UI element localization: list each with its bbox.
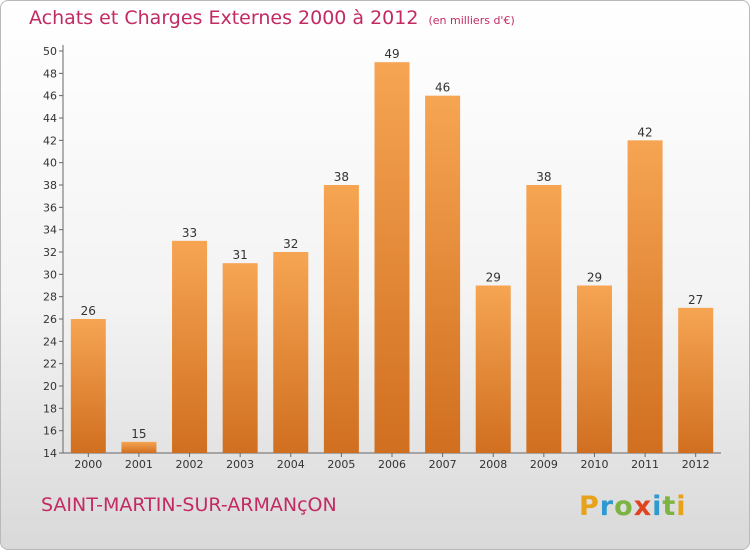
bar-2005: [323, 185, 359, 453]
bar-2011: [627, 140, 663, 454]
bar-2009: [526, 185, 562, 453]
data-label: 33: [182, 226, 197, 240]
bar-2010: [576, 285, 612, 453]
x-tick-label: 2004: [277, 458, 305, 471]
x-tick-label: 2012: [682, 458, 710, 471]
y-tick-label: 24: [43, 335, 57, 348]
y-tick-label: 18: [43, 402, 57, 415]
y-tick-label: 44: [43, 112, 57, 125]
logo-letter: i: [676, 491, 687, 522]
x-tick-label: 2000: [74, 458, 102, 471]
data-label: 29: [486, 271, 501, 285]
data-label: 49: [384, 47, 399, 61]
x-tick-label: 2007: [429, 458, 457, 471]
logo-letter: i: [652, 491, 663, 522]
x-tick-label: 2005: [327, 458, 355, 471]
bar-2012: [678, 307, 714, 453]
logo-letter: r: [599, 491, 615, 522]
x-tick-label: 2011: [631, 458, 659, 471]
x-tick-label: 2009: [530, 458, 558, 471]
data-label: 38: [536, 170, 551, 184]
chart-title: Achats et Charges Externes 2000 à 2012 (e…: [29, 7, 515, 29]
data-label: 46: [435, 81, 450, 95]
bar-2008: [475, 285, 511, 453]
place-name: SAINT-MARTIN-SUR-ARMANçON: [41, 494, 337, 516]
data-label: 27: [688, 293, 703, 307]
y-tick-label: 32: [43, 246, 57, 259]
bar-2003: [222, 263, 258, 453]
y-tick-label: 28: [43, 291, 57, 304]
y-tick-label: 40: [43, 157, 57, 170]
y-tick-label: 30: [43, 268, 57, 281]
x-tick-label: 2006: [378, 458, 406, 471]
y-tick-label: 26: [43, 313, 57, 326]
y-tick-label: 46: [43, 90, 57, 103]
logo-letter: x: [633, 491, 653, 522]
x-tick-label: 2008: [479, 458, 507, 471]
y-tick-label: 50: [43, 45, 57, 58]
y-tick-label: 20: [43, 380, 57, 393]
y-tick-label: 16: [43, 425, 57, 438]
data-label: 31: [233, 248, 248, 262]
x-tick-label: 2010: [580, 458, 608, 471]
chart-subtitle: (en milliers d'€): [428, 14, 515, 27]
bar-2007: [425, 95, 461, 454]
y-tick-label: 34: [43, 224, 57, 237]
bar-2001: [121, 441, 157, 453]
proxiti-logo: Proxiti: [579, 491, 687, 522]
bar-2002: [172, 240, 208, 453]
y-tick-label: 14: [43, 447, 57, 460]
bar-2000: [70, 319, 106, 453]
y-tick-label: 48: [43, 67, 57, 80]
logo-letter: P: [579, 491, 600, 522]
y-tick-label: 38: [43, 179, 57, 192]
x-tick-label: 2003: [226, 458, 254, 471]
x-tick-label: 2002: [176, 458, 204, 471]
y-tick-label: 36: [43, 201, 57, 214]
logo-letter: t: [662, 491, 677, 522]
data-label: 26: [81, 304, 96, 318]
bar-2006: [374, 62, 410, 454]
data-label: 15: [131, 427, 146, 441]
chart-title-text: Achats et Charges Externes 2000 à 2012: [29, 7, 419, 29]
bar-2004: [273, 252, 309, 453]
data-label: 42: [637, 125, 652, 139]
logo-letter: o: [614, 491, 634, 522]
x-tick-label: 2001: [125, 458, 153, 471]
y-tick-label: 22: [43, 358, 57, 371]
data-label: 29: [587, 271, 602, 285]
data-label: 32: [283, 237, 298, 251]
data-label: 38: [334, 170, 349, 184]
y-tick-label: 42: [43, 134, 57, 147]
